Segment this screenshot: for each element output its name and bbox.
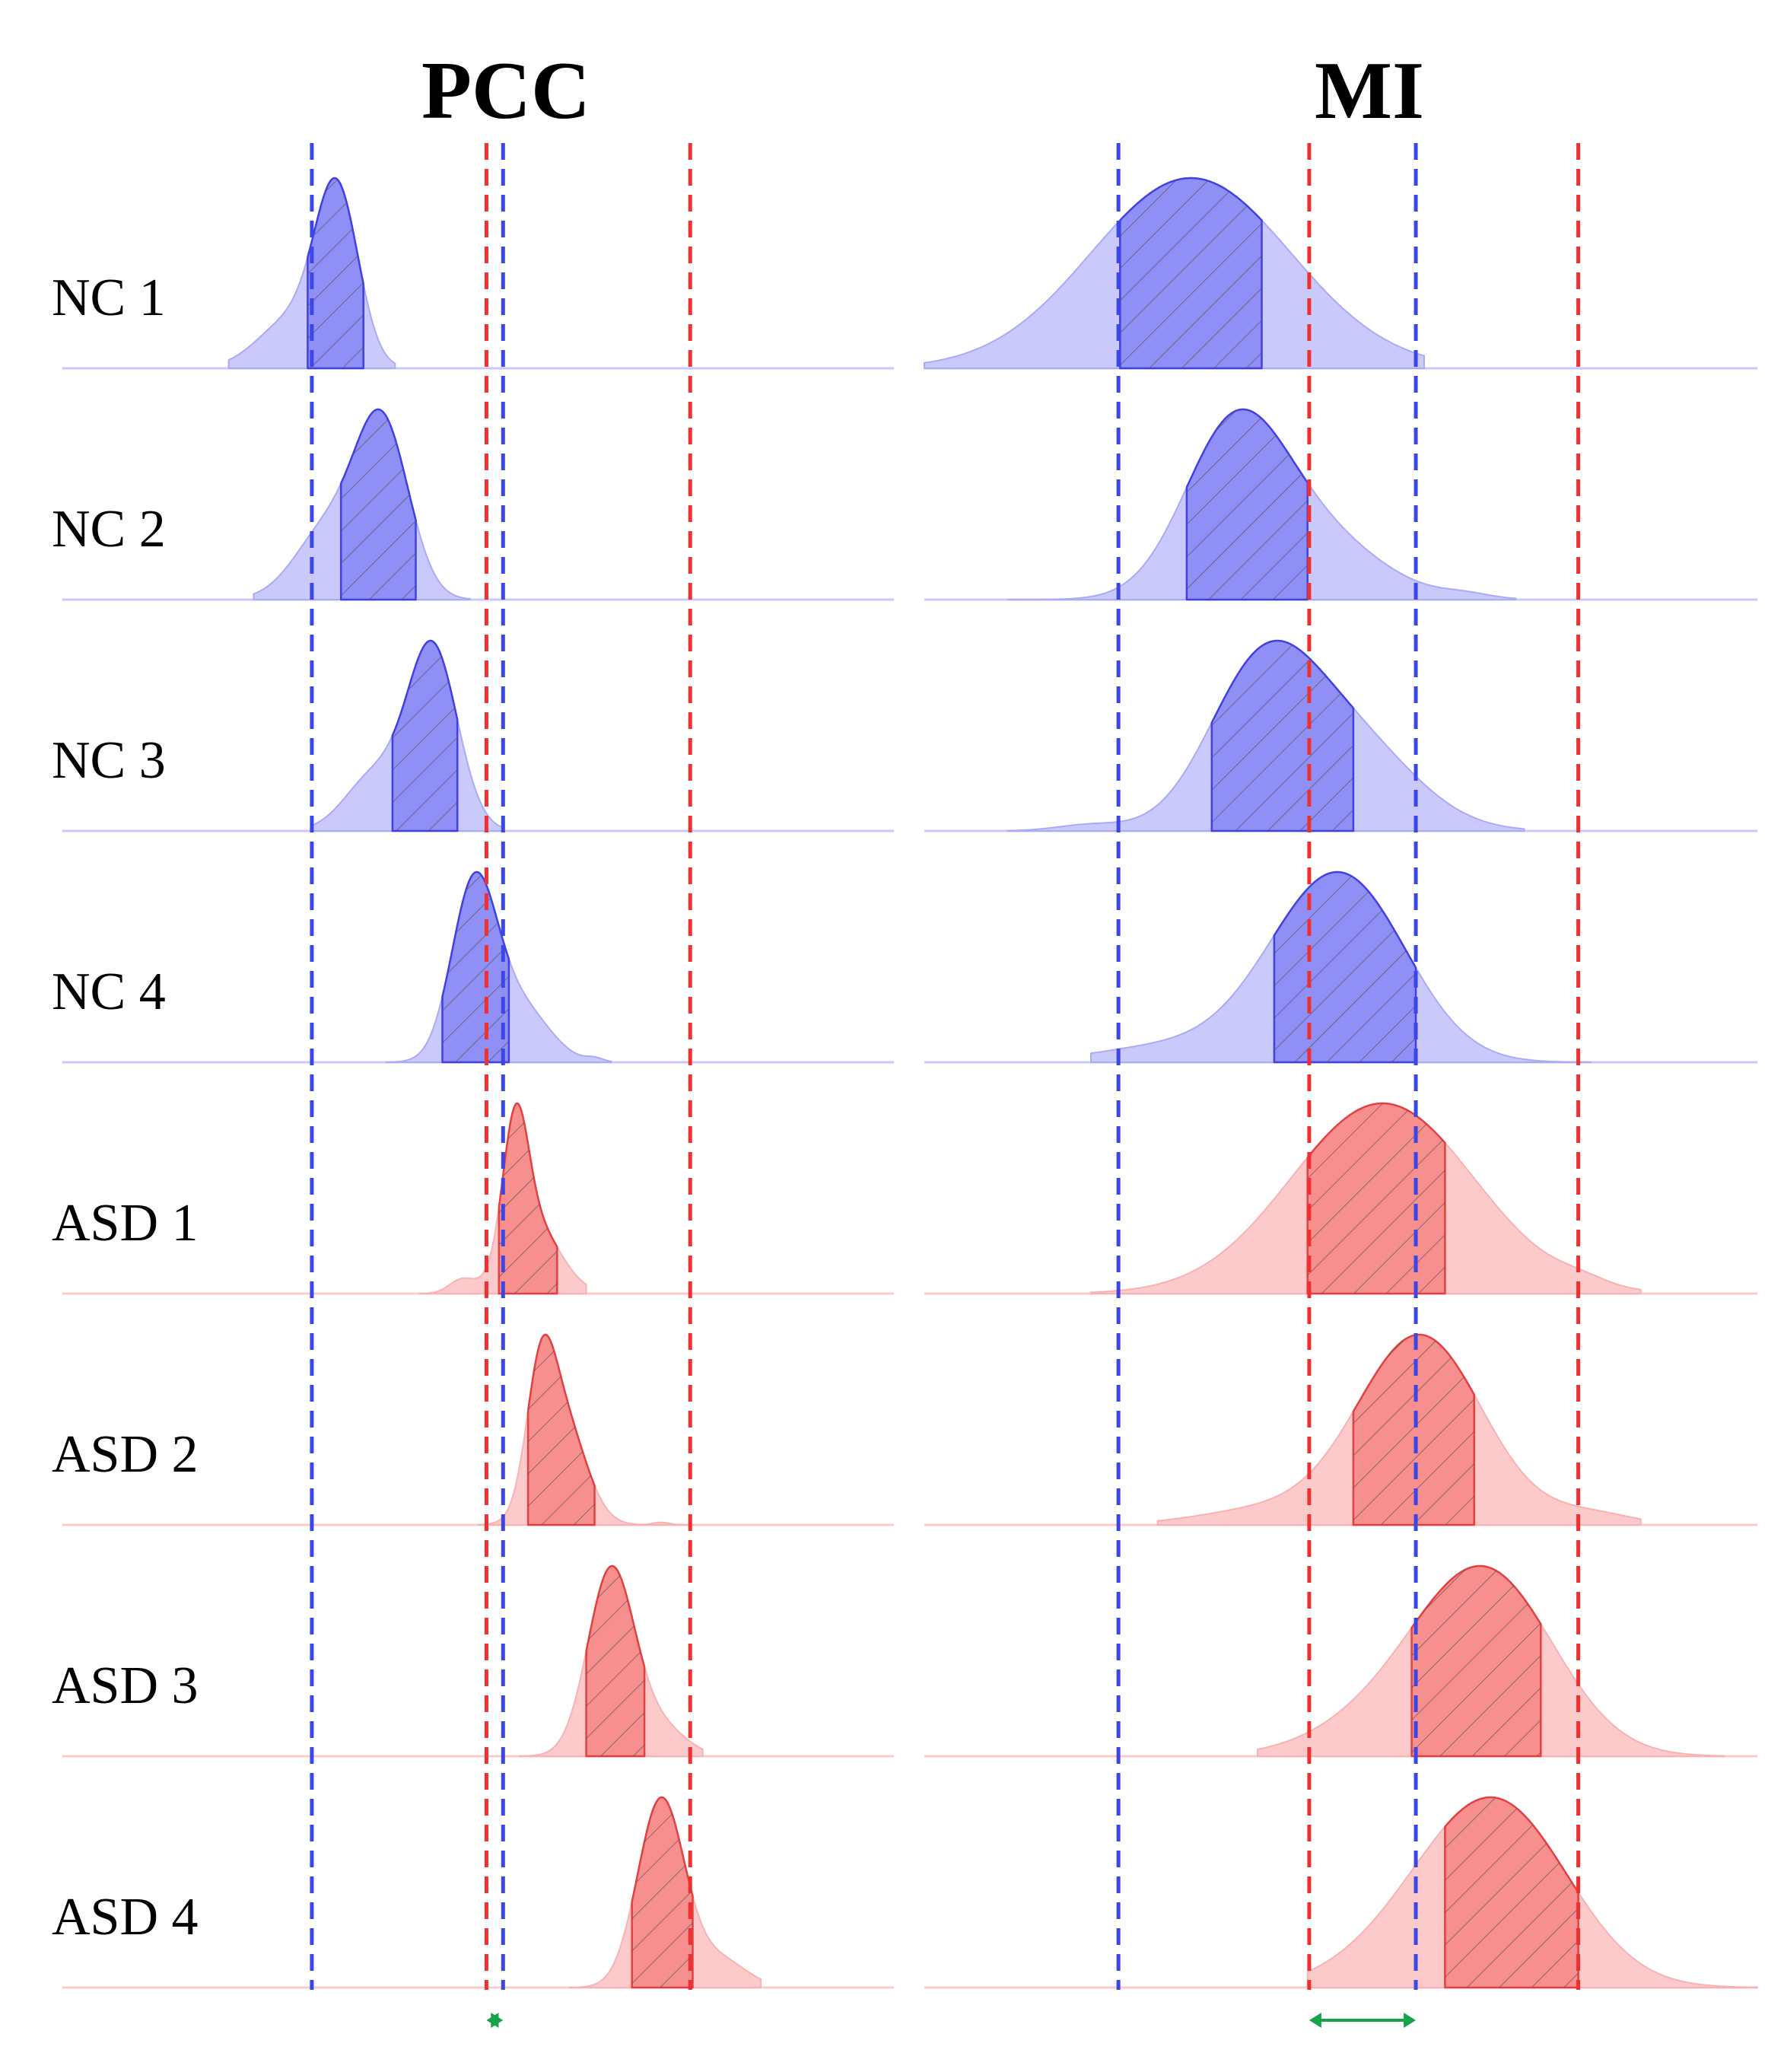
mi-iqr-hatch-nc-2: [1186, 409, 1308, 600]
row-label-asd-4: ASD 4: [52, 1888, 199, 1946]
row-label-asd-2: ASD 2: [52, 1425, 199, 1484]
row-label-nc-3: NC 3: [52, 731, 166, 790]
mi-overlap-arrow: [1309, 2013, 1417, 2028]
pcc-iqr-hatch-asd-3: [586, 1566, 645, 1756]
panel-title-mi: MI: [1315, 46, 1424, 136]
pcc-iqr-hatch-asd-4: [631, 1797, 693, 1988]
pcc-panel: [62, 143, 894, 2028]
pcc-iqr-hatch-nc-1: [307, 178, 364, 368]
pcc-iqr-hatch-nc-4: [442, 872, 509, 1062]
mi-iqr-hatch-asd-4: [1445, 1797, 1579, 1988]
row-label-nc-1: NC 1: [52, 269, 166, 327]
mi-iqr-hatch-nc-4: [1274, 872, 1416, 1062]
mi-overlap-arrow-head-left: [1309, 2013, 1321, 2028]
pcc-overlap-arrow: [486, 2013, 504, 2028]
mi-overlap-arrow-head-right: [1404, 2013, 1417, 2028]
row-label-asd-3: ASD 3: [52, 1657, 199, 1715]
pcc-iqr-hatch-asd-1: [498, 1103, 558, 1294]
mi-iqr-hatch-asd-3: [1411, 1566, 1541, 1756]
mi-iqr-hatch-nc-3: [1211, 641, 1353, 831]
row-labels: NC 1 NC 2 NC 3 NC 4 ASD 1 ASD 2 ASD 3 AS…: [52, 269, 199, 1946]
row-label-nc-2: NC 2: [52, 500, 166, 559]
mi-panel: [924, 143, 1758, 2028]
panel-title-pcc: PCC: [421, 46, 590, 136]
mi-iqr-hatch-asd-1: [1307, 1103, 1445, 1294]
row-label-nc-4: NC 4: [52, 963, 166, 1021]
pcc-iqr-hatch-asd-2: [528, 1335, 595, 1525]
pcc-iqr-hatch-nc-2: [341, 409, 416, 600]
pcc-overlap-arrow-head-right: [491, 2013, 504, 2028]
row-label-asd-1: ASD 1: [52, 1194, 199, 1252]
mi-iqr-hatch-asd-2: [1353, 1335, 1474, 1525]
pcc-iqr-hatch-nc-3: [392, 641, 458, 831]
mi-iqr-hatch-nc-1: [1120, 178, 1262, 368]
